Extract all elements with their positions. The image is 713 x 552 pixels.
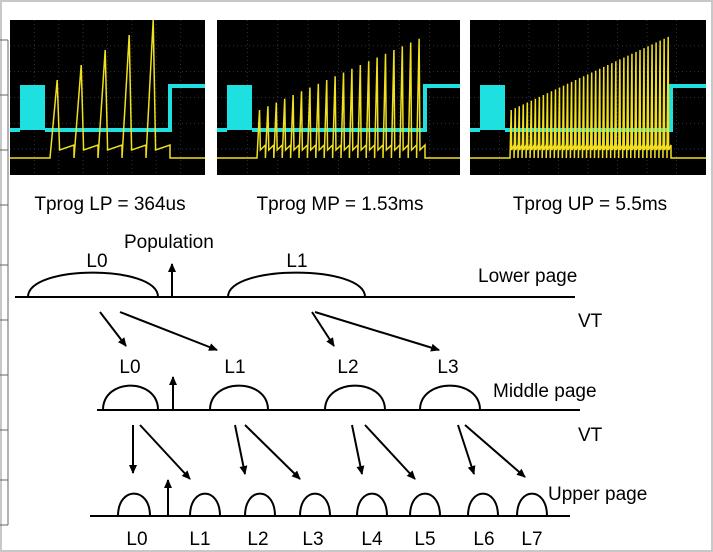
level-label: L0 — [119, 357, 140, 378]
vt-label: VT — [578, 311, 603, 332]
level-label: L2 — [247, 529, 268, 550]
page-label: Upper page — [548, 484, 647, 505]
scope-caption: Tprog UP = 5.5ms — [513, 194, 667, 215]
population-label: Population — [124, 232, 214, 253]
cyan-trace — [227, 85, 252, 130]
level-label: L0 — [126, 529, 147, 550]
diagram: Tprog LP = 364us Tprog MP = 1.53ms Tprog… — [0, 0, 713, 552]
cyan-trace — [480, 85, 505, 130]
cyan-trace — [20, 85, 45, 130]
scope-caption: Tprog MP = 1.53ms — [256, 194, 423, 215]
level-label: L1 — [286, 251, 307, 272]
vt-label: VT — [578, 425, 603, 446]
level-label: L2 — [337, 357, 358, 378]
oscilloscope-images — [10, 20, 706, 175]
level-label: L1 — [224, 357, 245, 378]
level-label: L4 — [361, 529, 383, 550]
level-label: L5 — [414, 529, 435, 550]
level-label: L1 — [189, 529, 210, 550]
page-label: Middle page — [493, 381, 597, 402]
page-label: Lower page — [478, 266, 577, 287]
level-label: L7 — [521, 529, 542, 550]
level-label: L0 — [86, 251, 107, 272]
scope-caption: Tprog LP = 364us — [34, 194, 185, 215]
level-label: L3 — [437, 357, 458, 378]
level-label: L6 — [473, 529, 494, 550]
level-label: L3 — [302, 529, 323, 550]
